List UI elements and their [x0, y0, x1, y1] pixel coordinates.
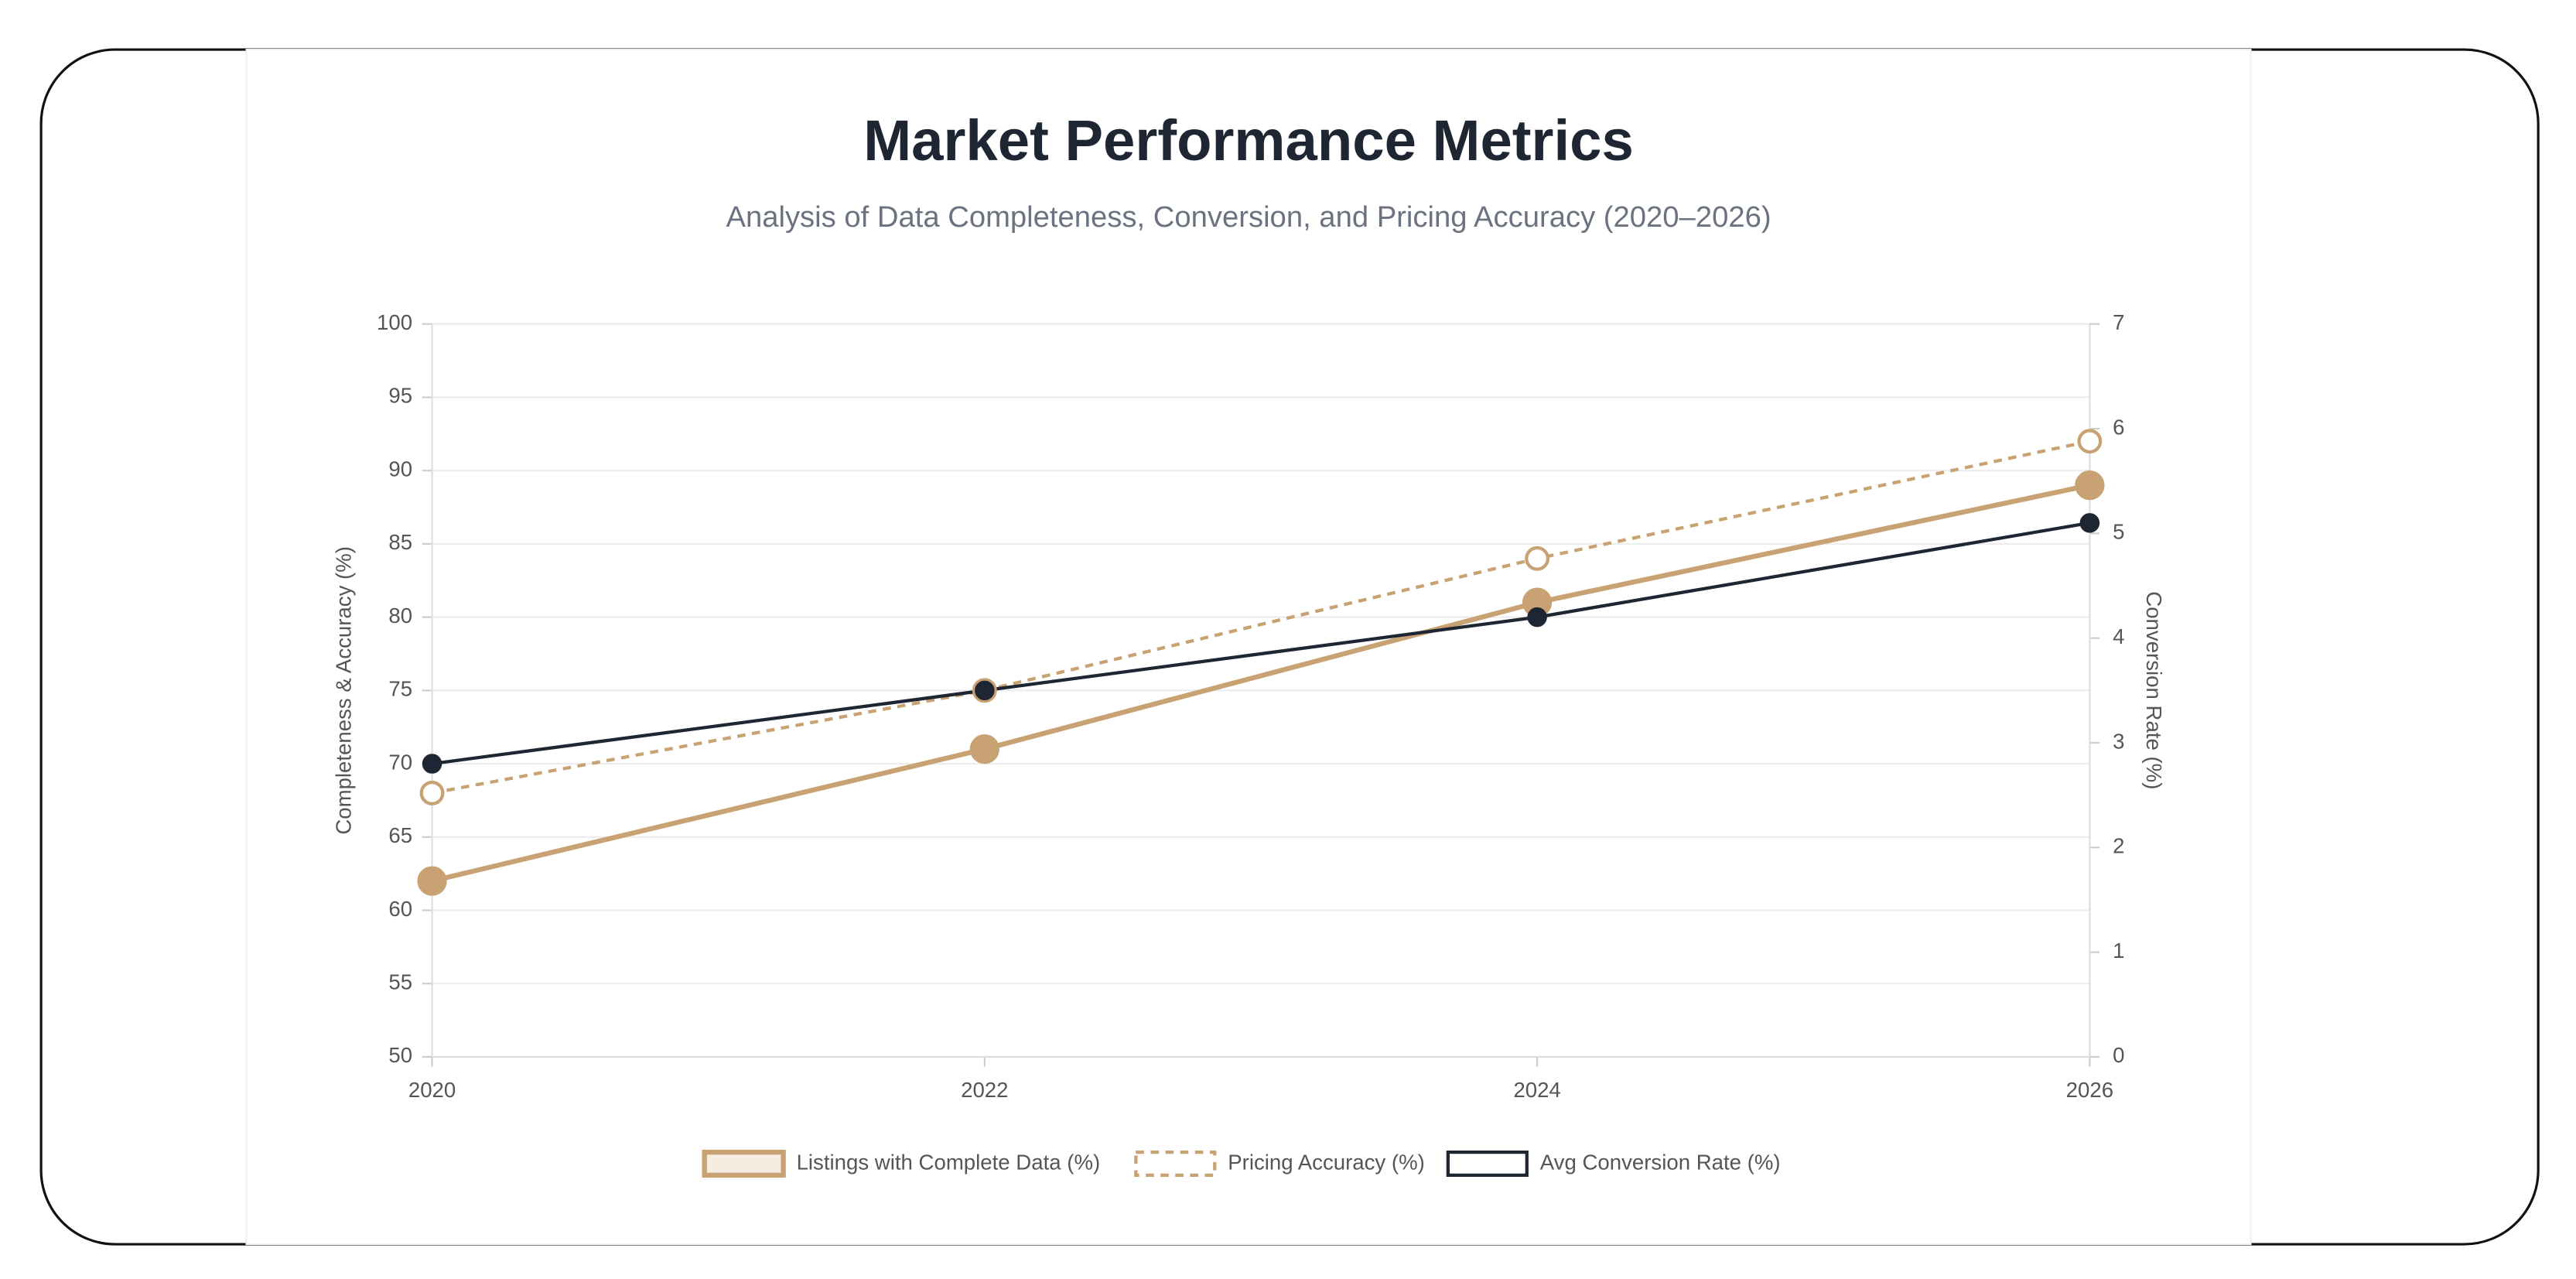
y2-axis-title: Conversion Rate (%)	[2142, 591, 2166, 789]
x-tick-label: 2022	[961, 1078, 1008, 1102]
y2-tick-label: 6	[2113, 415, 2124, 439]
y-tick-label: 100	[377, 310, 412, 334]
legend-swatch	[1446, 1150, 1529, 1177]
legend-swatch	[1134, 1150, 1217, 1177]
point	[2079, 513, 2100, 533]
y-tick-label: 90	[388, 457, 412, 480]
point	[2077, 429, 2103, 454]
card	[245, 49, 2252, 1246]
legend-label: Listings with Complete Data (%)	[797, 1150, 1101, 1174]
y2-tick-label: 0	[2113, 1043, 2124, 1067]
series-line	[431, 483, 2091, 884]
y2-tick-label: 3	[2113, 729, 2124, 753]
y-tick-label: 65	[388, 823, 412, 847]
point	[975, 680, 995, 701]
y-tick-label: 80	[388, 604, 412, 628]
x-tick-label: 2024	[1513, 1078, 1560, 1102]
y-tick-label: 60	[388, 897, 412, 921]
y2-tick-label: 1	[2113, 939, 2124, 963]
point	[2075, 470, 2105, 501]
y-tick-label: 70	[388, 750, 412, 774]
y-axis-title: Completeness & Accuracy (%)	[331, 546, 355, 835]
legend-label: Pricing Accuracy (%)	[1228, 1150, 1425, 1174]
series-line	[432, 521, 2090, 766]
point	[969, 734, 999, 764]
point	[1527, 607, 1547, 628]
y-tick-label: 50	[388, 1043, 412, 1067]
chart-subtitle: Analysis of Data Completeness, Conversio…	[726, 200, 1771, 234]
legend-label: Avg Conversion Rate (%)	[1540, 1150, 1781, 1174]
y-tick-label: 85	[388, 530, 412, 554]
series-line	[432, 439, 2090, 795]
y2-tick-label: 7	[2113, 310, 2124, 334]
y-tick-label: 75	[388, 677, 412, 701]
chart-title: Market Performance Metrics	[863, 108, 1634, 173]
y2-tick-label: 2	[2113, 834, 2124, 858]
point	[422, 754, 442, 774]
point	[417, 866, 447, 896]
legend-swatch	[702, 1149, 786, 1178]
point	[1525, 545, 1550, 571]
x-tick-label: 2026	[2066, 1078, 2113, 1102]
point	[419, 781, 445, 805]
y2-tick-label: 5	[2113, 520, 2124, 544]
y2-tick-label: 4	[2113, 624, 2124, 648]
x-tick-label: 2020	[408, 1078, 456, 1102]
y-tick-label: 55	[388, 970, 412, 994]
y-tick-label: 95	[388, 384, 412, 408]
